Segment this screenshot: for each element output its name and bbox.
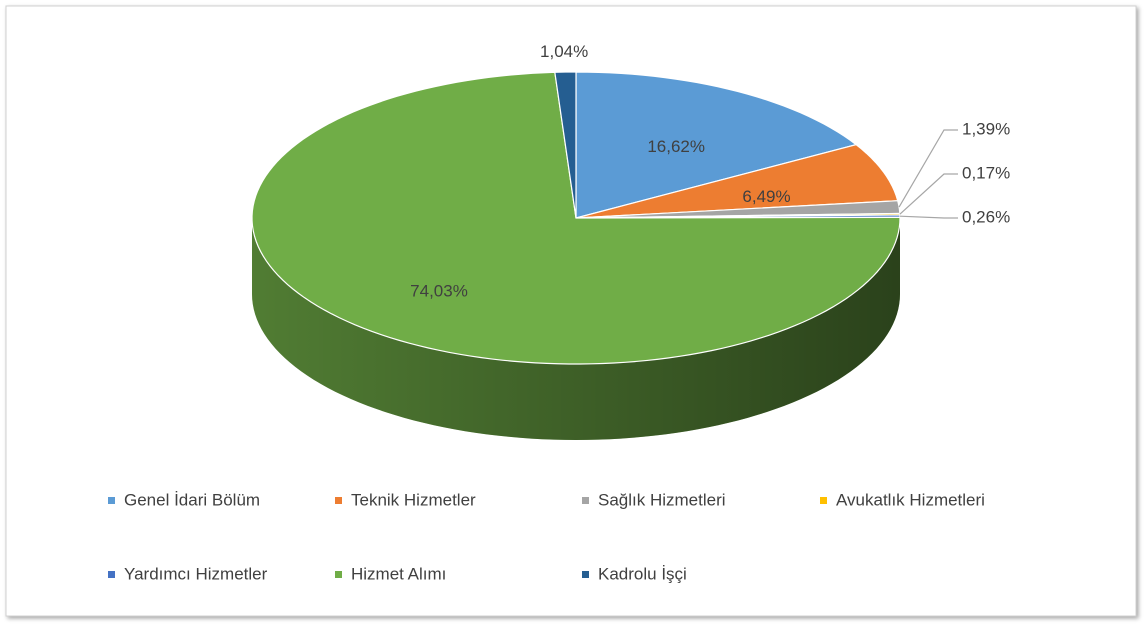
data-label: 1,04% xyxy=(540,42,588,61)
legend-swatch xyxy=(108,571,115,578)
legend-label: Yardımcı Hizmetler xyxy=(124,564,268,583)
legend: Genel İdari Bölüm Teknik Hizmetler Sağlık … xyxy=(108,490,985,583)
data-label: 16,62% xyxy=(647,137,705,156)
side-shade xyxy=(252,218,900,440)
slice xyxy=(575,71,858,219)
slice xyxy=(251,71,901,365)
legend-swatch xyxy=(108,497,115,504)
legend-swatch xyxy=(335,497,342,504)
slice xyxy=(554,71,577,219)
legend-label: Sağlık Hizmetleri xyxy=(598,490,726,509)
data-label: 0,17% xyxy=(962,163,1010,182)
legend-swatch xyxy=(582,497,589,504)
leader-line xyxy=(899,215,958,219)
data-label: 6,49% xyxy=(742,187,790,206)
pie: 16,62% 6,49% 1,39% 0,17% 0,26% 74,03% 1,04% xyxy=(251,42,1010,440)
data-label: 1,39% xyxy=(962,119,1010,138)
legend-label: Hizmet Alımı xyxy=(351,564,446,583)
legend-label: Avukatlık Hizmetleri xyxy=(836,490,985,509)
legend-label: Genel İdari Bölüm xyxy=(124,490,260,509)
data-label: 0,26% xyxy=(962,207,1010,226)
leader-line xyxy=(898,129,958,208)
data-label: 74,03% xyxy=(410,282,468,301)
legend-swatch xyxy=(582,571,589,578)
legend-label: Kadrolu İşçi xyxy=(598,564,687,583)
legend-label: Teknik Hizmetler xyxy=(351,490,476,509)
leader-line xyxy=(899,173,958,215)
slice xyxy=(575,143,899,219)
legend-swatch xyxy=(820,497,827,504)
legend-swatch xyxy=(335,571,342,578)
